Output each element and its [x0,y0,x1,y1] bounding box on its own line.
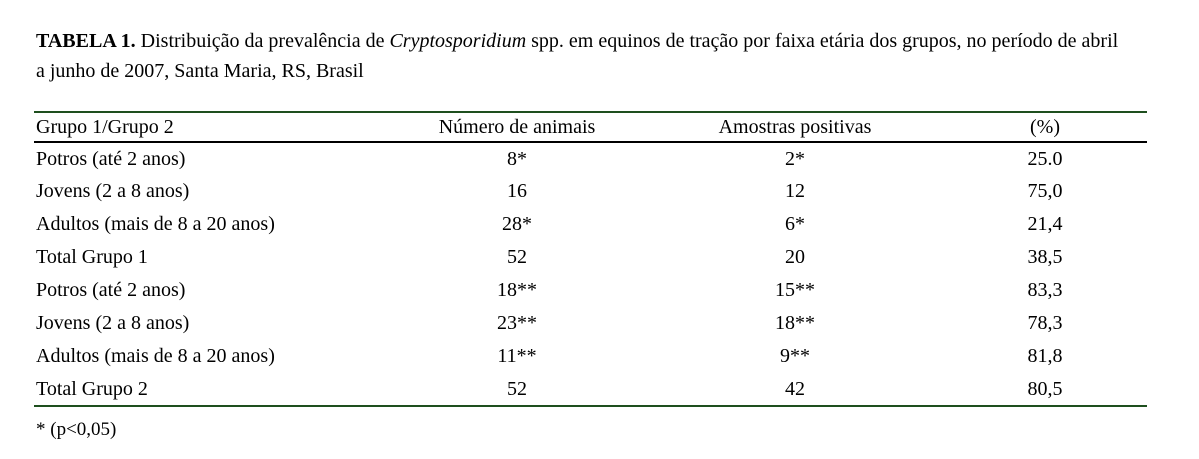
value-cell: 18** [775,312,815,334]
value-cell: 9** [780,345,810,367]
value-cell: 83,3 [1027,279,1063,301]
table-row: Potros (até 2 anos) 18** 15** 83,3 [34,274,1147,307]
value-cell: 11** [497,345,537,367]
row-label-cell: Adultos (mais de 8 a 20 anos) [36,345,275,367]
value-cell: 78,3 [1027,312,1063,334]
prevalence-table: Grupo 1/Grupo 2 Número de animais Amostr… [34,111,1147,407]
table-header-row: Grupo 1/Grupo 2 Número de animais Amostr… [34,112,1147,142]
value-cell: 2* [785,147,805,170]
row-label-cell: Total Grupo 1 [36,246,148,268]
value-cell: 21,4 [1027,213,1063,235]
value-cell: 75,0 [1027,180,1063,202]
value-cell: 25.0 [1027,147,1063,170]
table-row: Total Grupo 1 52 20 38,5 [34,241,1147,274]
row-label-cell: Adultos (mais de 8 a 20 anos) [36,213,275,235]
value-cell: 52 [507,377,527,400]
table-caption: TABELA 1. Distribuição da prevalência de… [36,26,1176,86]
table-row: Jovens (2 a 8 anos) 16 12 75,0 [34,175,1147,208]
value-cell: 12 [785,180,805,202]
caption-species-name: Cryptosporidium [389,30,527,52]
significance-footnote: * (p<0,05) [36,419,117,440]
value-cell: 18** [497,279,537,301]
caption-table-number: TABELA 1. [36,30,136,52]
value-cell: 16 [507,180,527,202]
table-row: Adultos (mais de 8 a 20 anos) 11** 9** 8… [34,340,1147,373]
table-row: Jovens (2 a 8 anos) 23** 18** 78,3 [34,307,1147,340]
column-header-percent: (%) [1030,115,1060,138]
value-cell: 52 [507,246,527,268]
row-label-cell: Jovens (2 a 8 anos) [36,180,190,202]
row-label-cell: Potros (até 2 anos) [36,147,186,170]
table-row: Potros (até 2 anos) 8* 2* 25.0 [34,142,1147,175]
value-cell: 80,5 [1027,377,1063,400]
caption-text-before-species: Distribuição da prevalência de [135,30,390,52]
row-label-cell: Jovens (2 a 8 anos) [36,312,190,334]
caption-line-2: a junho de 2007, Santa Maria, RS, Brasil [36,60,364,82]
caption-line-1: TABELA 1. Distribuição da prevalência de… [36,26,1176,56]
value-cell: 28* [502,213,532,235]
column-header-number-of-animals: Número de animais [438,115,596,138]
value-cell: 15** [775,279,815,301]
table-row: Adultos (mais de 8 a 20 anos) 28* 6* 21,… [34,208,1147,241]
row-label-cell: Total Grupo 2 [36,377,148,400]
value-cell: 8* [507,147,527,170]
column-header-groups: Grupo 1/Grupo 2 [36,115,174,138]
row-label-cell: Potros (até 2 anos) [36,279,186,301]
value-cell: 38,5 [1027,246,1063,268]
value-cell: 42 [785,377,805,400]
value-cell: 20 [785,246,805,268]
table-row: Total Grupo 2 52 42 80,5 [34,373,1147,406]
caption-text-after-species: spp. em equinos de tração por faixa etár… [526,30,1119,52]
value-cell: 23** [497,312,537,334]
value-cell: 6* [785,213,805,235]
value-cell: 81,8 [1027,345,1063,367]
column-header-positive-samples: Amostras positivas [718,115,872,138]
